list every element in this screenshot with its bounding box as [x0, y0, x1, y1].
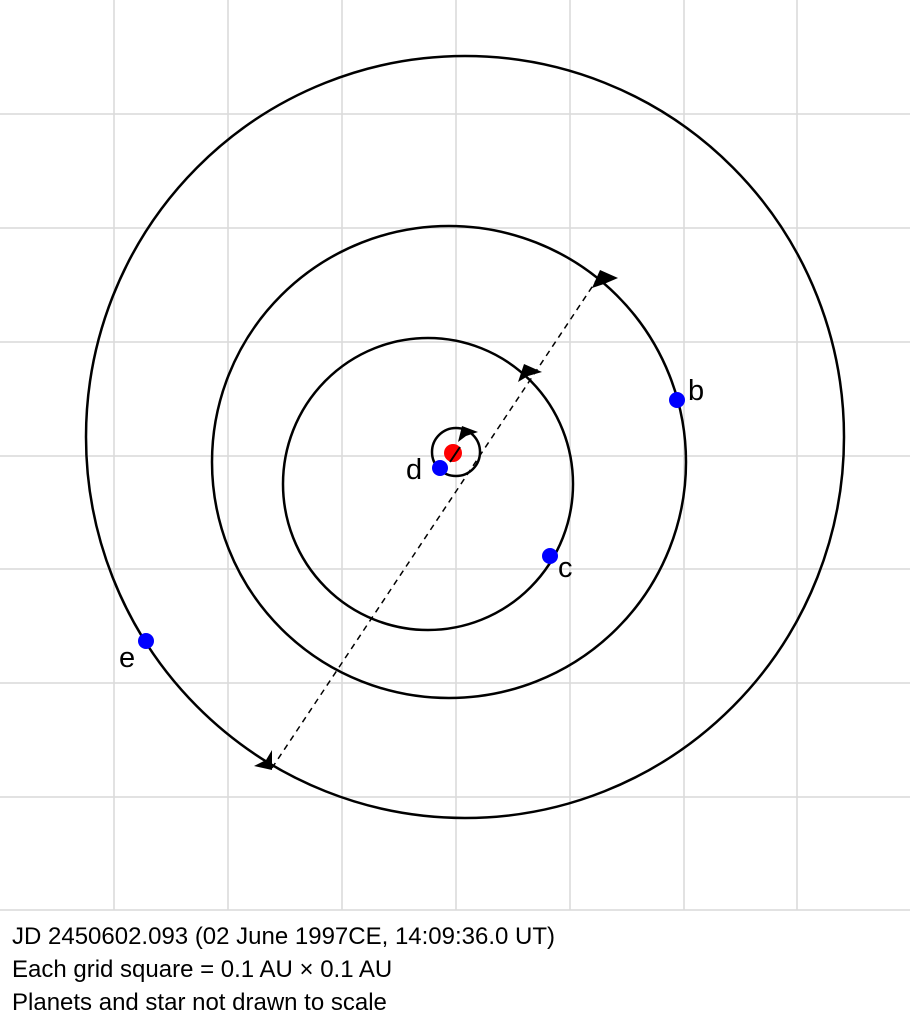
line-of-apsides: [271, 271, 603, 769]
planet-e: [138, 633, 154, 649]
orbit-arrows: [254, 270, 618, 770]
caption-line: JD 2450602.093 (02 June 1997CE, 14:09:36…: [12, 923, 555, 950]
orbit-b: [210, 224, 688, 700]
orbit-c: [281, 336, 575, 632]
planet-label: c: [558, 552, 573, 584]
planet-label: d: [406, 454, 422, 486]
planet-d: [432, 460, 448, 476]
caption-line: Planets and star not drawn to scale: [12, 989, 387, 1016]
caption-line: Each grid square = 0.1 AU × 0.1 AU: [12, 956, 392, 983]
star: [444, 444, 462, 462]
planet-b: [669, 392, 685, 408]
planet-label: b: [688, 375, 704, 407]
orbit-d: [430, 426, 482, 478]
star-marker: [449, 446, 461, 463]
orbit-e: [84, 54, 846, 820]
planet-c: [542, 548, 558, 564]
planet-label: e: [119, 642, 135, 674]
